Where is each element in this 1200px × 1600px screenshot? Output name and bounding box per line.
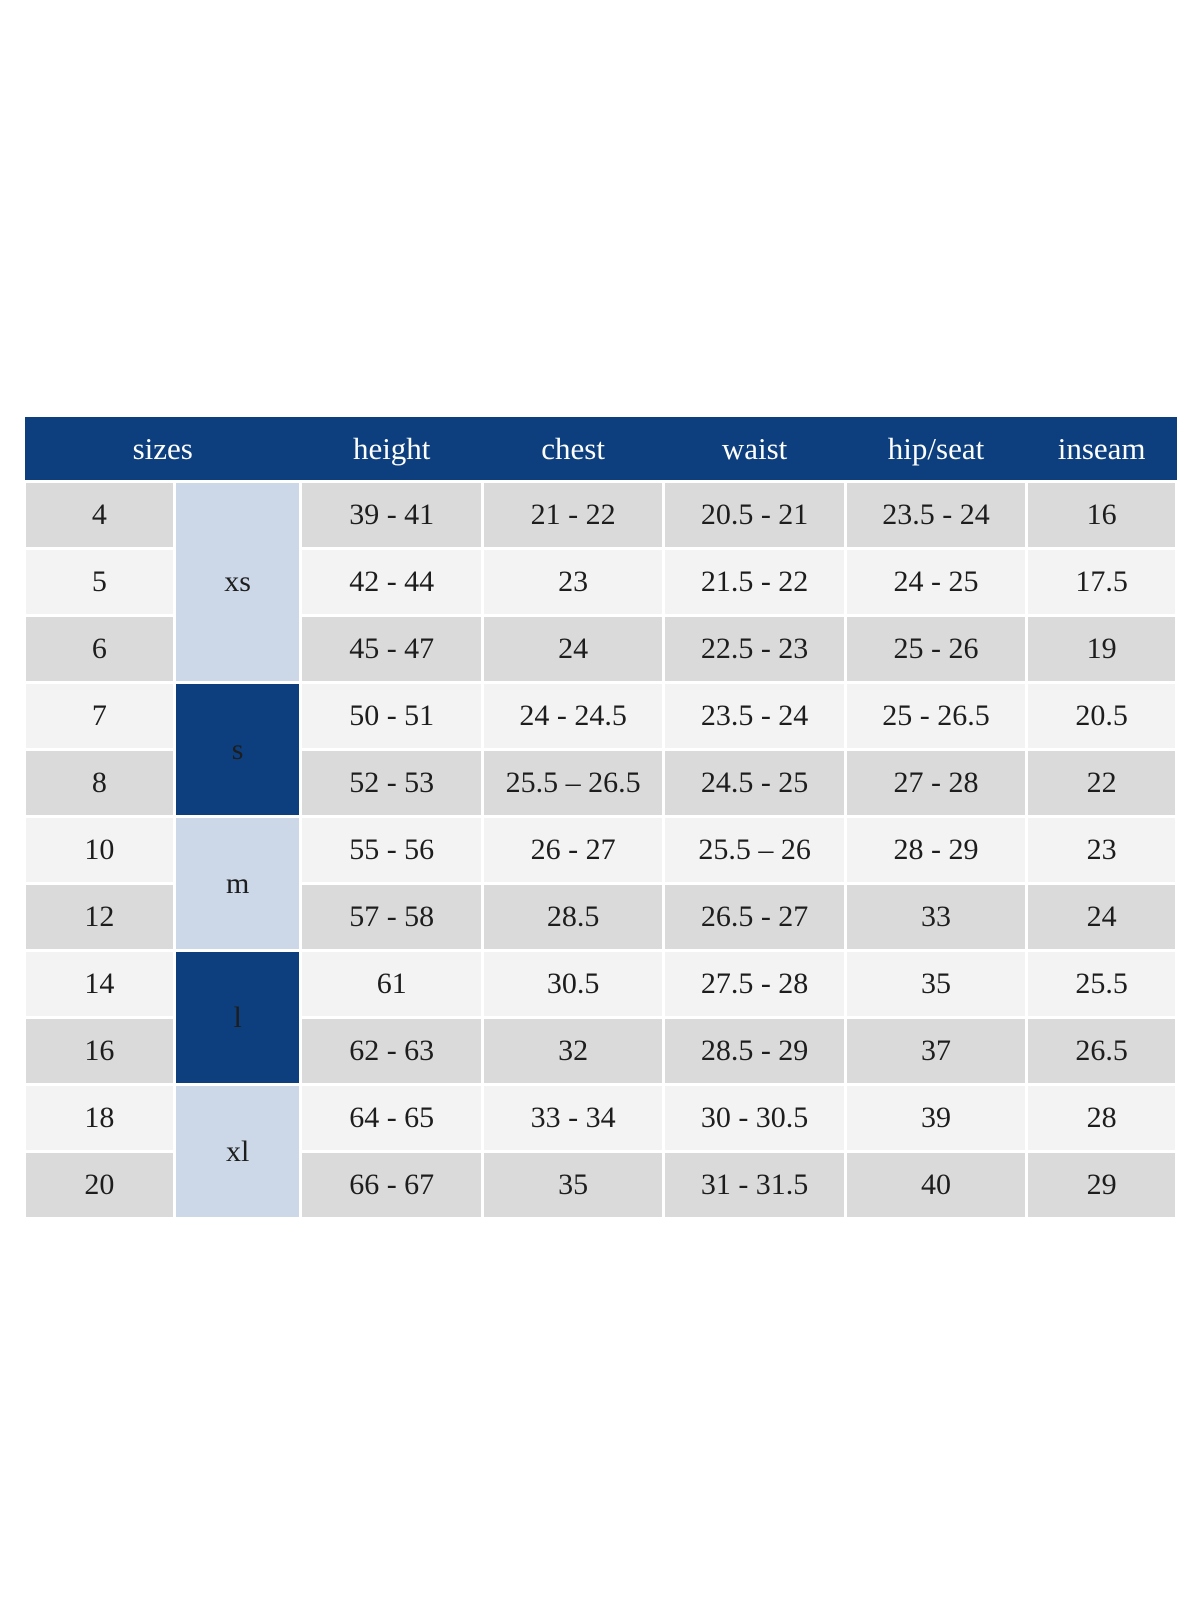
table-row-size-10: 10 m 55 - 56 26 - 27 25.5 – 26 28 - 29 2… xyxy=(23,815,1178,952)
cell-hip-seat: 39 xyxy=(843,1083,1029,1153)
size-group-l: l xyxy=(172,949,303,1086)
cell-chest: 26 - 27 xyxy=(480,815,666,885)
table-row-size-18: 18 xl 64 - 65 33 - 34 30 - 30.5 39 28 xyxy=(23,1083,1178,1220)
cell-hip-seat: 35 xyxy=(843,949,1029,1019)
cell-chest: 30.5 xyxy=(480,949,666,1019)
cell-height: 45 - 47 xyxy=(299,614,484,684)
table-row-size-5: 5 42 - 44 23 21.5 - 22 24 - 25 17.5 xyxy=(23,547,1178,617)
cell-chest: 32 xyxy=(480,1016,666,1086)
table-row-size-7: 7 s 50 - 51 24 - 24.5 23.5 - 24 25 - 26.… xyxy=(23,681,1178,818)
cell-height: 64 - 65 xyxy=(299,1083,484,1153)
cell-waist: 23.5 - 24 xyxy=(662,681,847,751)
size-group-s: s xyxy=(172,681,303,818)
cell-chest: 24 - 24.5 xyxy=(480,681,666,751)
cell-size: 16 xyxy=(23,1016,176,1086)
cell-waist: 21.5 - 22 xyxy=(662,547,847,617)
cell-height: 50 - 51 xyxy=(299,681,484,751)
cell-chest: 25.5 – 26.5 xyxy=(480,748,666,818)
cell-size: 20 xyxy=(23,1150,176,1220)
cell-inseam: 19 xyxy=(1025,614,1178,684)
cell-waist: 31 - 31.5 xyxy=(662,1150,847,1220)
table-row-size-4: 4 xs 39 - 41 21 - 22 20.5 - 21 23.5 - 24… xyxy=(23,480,1178,684)
cell-chest: 21 - 22 xyxy=(480,480,666,550)
table-row-size-14: 14 l 61 30.5 27.5 - 28 35 25.5 xyxy=(23,949,1178,1086)
cell-height: 66 - 67 xyxy=(299,1150,484,1220)
cell-inseam: 24 xyxy=(1025,882,1178,952)
cell-waist: 30 - 30.5 xyxy=(662,1083,847,1153)
cell-inseam: 23 xyxy=(1025,815,1178,885)
cell-height: 62 - 63 xyxy=(299,1016,484,1086)
cell-chest: 35 xyxy=(480,1150,666,1220)
cell-size: 5 xyxy=(23,547,176,617)
cell-waist: 27.5 - 28 xyxy=(662,949,847,1019)
cell-waist: 26.5 - 27 xyxy=(662,882,847,952)
size-group-m: m xyxy=(172,815,303,952)
cell-size: 6 xyxy=(23,614,176,684)
cell-size: 8 xyxy=(23,748,176,818)
cell-height: 42 - 44 xyxy=(299,547,484,617)
header-row: sizes height chest waist hip/seat inseam xyxy=(24,417,1177,482)
cell-waist: 24.5 - 25 xyxy=(662,748,847,818)
cell-hip-seat: 24 - 25 xyxy=(843,547,1029,617)
column-header-waist: waist xyxy=(663,417,846,482)
cell-inseam: 26.5 xyxy=(1025,1016,1178,1086)
cell-waist: 20.5 - 21 xyxy=(662,480,847,550)
cell-waist: 25.5 – 26 xyxy=(662,815,847,885)
size-group-xl: xl xyxy=(172,1083,303,1220)
cell-chest: 28.5 xyxy=(480,882,666,952)
cell-inseam: 16 xyxy=(1025,480,1178,550)
cell-size: 12 xyxy=(23,882,176,952)
cell-waist: 28.5 - 29 xyxy=(662,1016,847,1086)
size-chart-table: sizes height chest waist hip/seat inseam… xyxy=(23,417,1178,1220)
cell-inseam: 22 xyxy=(1025,748,1178,818)
cell-hip-seat: 25 - 26.5 xyxy=(843,681,1029,751)
table-row-size-16: 16 62 - 63 32 28.5 - 29 37 26.5 xyxy=(23,1016,1178,1086)
cell-hip-seat: 28 - 29 xyxy=(843,815,1029,885)
cell-size: 18 xyxy=(23,1083,176,1153)
cell-hip-seat: 25 - 26 xyxy=(843,614,1029,684)
column-header-inseam: inseam xyxy=(1026,417,1177,482)
table-row-size-20: 20 66 - 67 35 31 - 31.5 40 29 xyxy=(23,1150,1178,1220)
cell-height: 61 xyxy=(299,949,484,1019)
cell-chest: 23 xyxy=(480,547,666,617)
cell-hip-seat: 27 - 28 xyxy=(843,748,1029,818)
cell-waist: 22.5 - 23 xyxy=(662,614,847,684)
size-group-xs: xs xyxy=(172,480,303,684)
column-header-height: height xyxy=(300,417,483,482)
table-row-size-8: 8 52 - 53 25.5 – 26.5 24.5 - 25 27 - 28 … xyxy=(23,748,1178,818)
cell-height: 52 - 53 xyxy=(299,748,484,818)
cell-size: 10 xyxy=(23,815,176,885)
cell-size: 4 xyxy=(23,480,176,550)
cell-height: 39 - 41 xyxy=(299,480,484,550)
table-row-size-12: 12 57 - 58 28.5 26.5 - 27 33 24 xyxy=(23,882,1178,952)
cell-size: 7 xyxy=(23,681,176,751)
table-row-size-6: 6 45 - 47 24 22.5 - 23 25 - 26 19 xyxy=(23,614,1178,684)
cell-inseam: 29 xyxy=(1025,1150,1178,1220)
column-header-hip-seat: hip/seat xyxy=(845,417,1027,482)
cell-inseam: 20.5 xyxy=(1025,681,1178,751)
cell-height: 57 - 58 xyxy=(299,882,484,952)
cell-height: 55 - 56 xyxy=(299,815,484,885)
cell-inseam: 25.5 xyxy=(1025,949,1178,1019)
column-header-sizes: sizes xyxy=(24,417,301,482)
cell-chest: 24 xyxy=(480,614,666,684)
cell-hip-seat: 37 xyxy=(843,1016,1029,1086)
cell-inseam: 28 xyxy=(1025,1083,1178,1153)
cell-hip-seat: 40 xyxy=(843,1150,1029,1220)
column-header-chest: chest xyxy=(482,417,664,482)
cell-hip-seat: 33 xyxy=(843,882,1029,952)
cell-size: 14 xyxy=(23,949,176,1019)
cell-hip-seat: 23.5 - 24 xyxy=(843,480,1029,550)
cell-inseam: 17.5 xyxy=(1025,547,1178,617)
cell-chest: 33 - 34 xyxy=(480,1083,666,1153)
